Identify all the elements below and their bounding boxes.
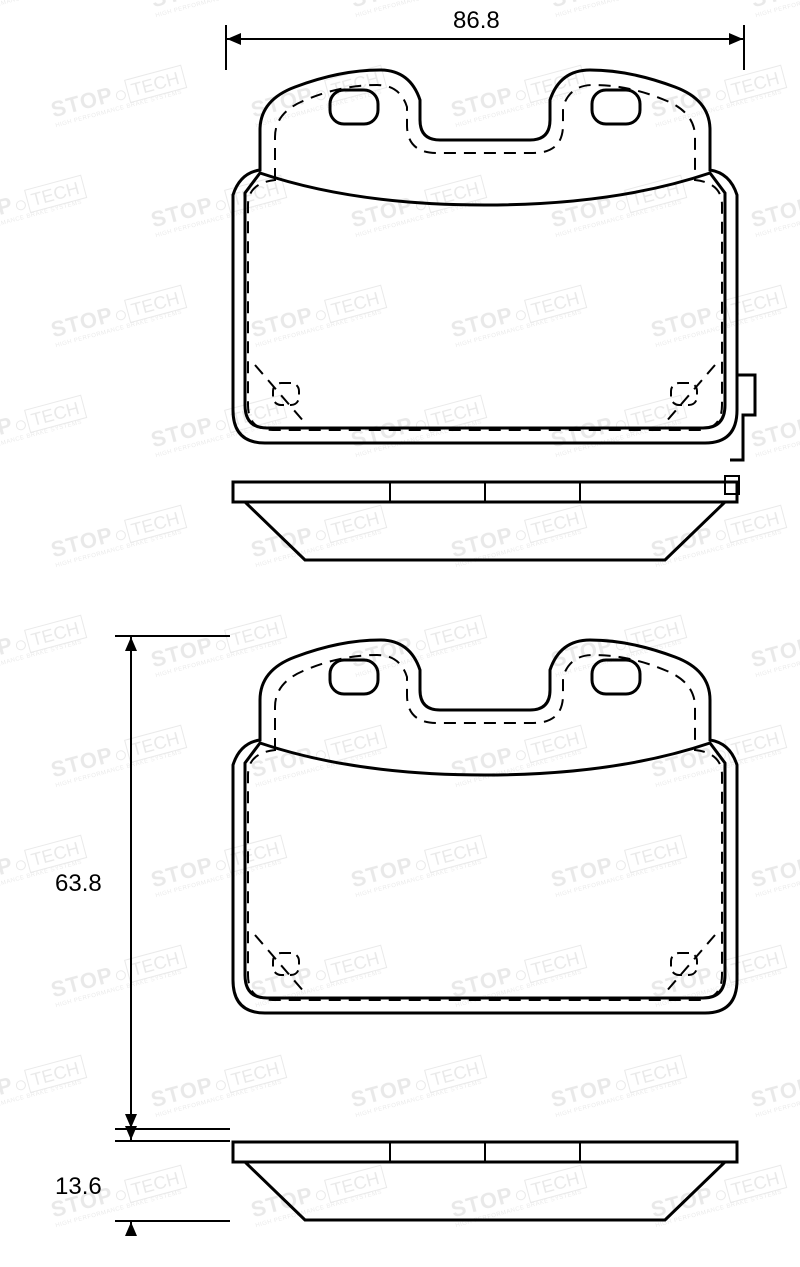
pad1-face bbox=[233, 70, 755, 460]
pad1-side bbox=[233, 476, 739, 560]
drawing-svg bbox=[0, 0, 800, 1267]
pad2-face bbox=[233, 640, 737, 1013]
pad2-side bbox=[233, 1142, 737, 1220]
